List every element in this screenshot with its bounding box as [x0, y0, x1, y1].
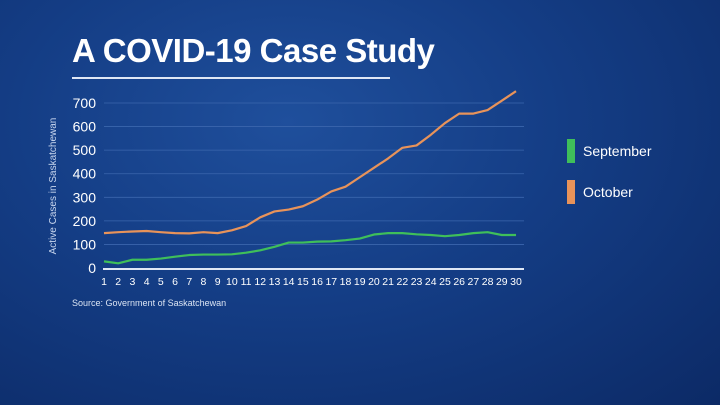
x-tick-label: 9: [215, 276, 221, 288]
x-tick-label: 20: [368, 276, 380, 288]
x-tick-label: 13: [269, 276, 281, 288]
source-note: Source: Government of Saskatchewan: [72, 298, 226, 308]
x-tick-label: 6: [172, 276, 178, 288]
x-tick-label: 19: [354, 276, 366, 288]
source-value: Government of Saskatchewan: [105, 298, 227, 308]
legend-label: September: [583, 143, 652, 159]
legend-item-september: September: [567, 139, 651, 163]
series-line-october: [103, 90, 517, 235]
y-axis-label: Active Cases in Saskatchewan: [48, 118, 59, 255]
x-tick-label: 26: [453, 276, 465, 288]
legend-label: October: [583, 184, 633, 200]
y-tick-label: 700: [73, 95, 97, 111]
x-tick-label: 24: [425, 276, 437, 288]
x-tick-label: 18: [340, 276, 352, 288]
chart-title: A COVID-19 Case Study: [72, 32, 435, 69]
x-tick-label: 16: [311, 276, 323, 288]
x-tick-label: 5: [158, 276, 164, 288]
x-tick-label: 3: [129, 276, 135, 288]
x-tick-label: 27: [468, 276, 480, 288]
x-tick-label: 11: [241, 276, 252, 288]
x-tick-label: 14: [283, 276, 295, 288]
x-tick-label: 25: [439, 276, 451, 288]
x-tick-label: 21: [382, 276, 394, 288]
legend-item-october: October: [567, 180, 633, 204]
source-label: Source:: [72, 298, 104, 308]
series-line-september: [103, 231, 516, 265]
x-tick-label: 29: [496, 276, 508, 288]
x-tick-label: 28: [482, 276, 494, 288]
x-tick-label: 30: [510, 276, 522, 288]
x-tick-label: 8: [201, 276, 207, 288]
y-tick-label: 600: [73, 119, 97, 135]
x-tick-label: 7: [186, 276, 192, 288]
x-tick-label: 12: [254, 276, 266, 288]
y-tick-label: 0: [88, 260, 96, 276]
x-tick-label: 4: [144, 276, 150, 288]
september-swatch: [567, 139, 575, 163]
y-tick-label: 500: [73, 142, 97, 158]
x-tick-label: 22: [397, 276, 409, 288]
y-tick-label: 100: [73, 236, 97, 252]
october-swatch: [567, 180, 575, 204]
y-tick-label: 300: [73, 189, 97, 205]
x-tick-label: 15: [297, 276, 309, 288]
x-tick-label: 2: [115, 276, 121, 288]
y-tick-label: 400: [73, 166, 97, 182]
title-underline: [72, 77, 390, 79]
x-tick-label: 17: [325, 276, 337, 288]
x-tick-label: 10: [226, 276, 238, 288]
x-tick-label: 23: [411, 276, 423, 288]
x-tick-label: 1: [101, 276, 107, 288]
y-tick-label: 200: [73, 213, 97, 229]
